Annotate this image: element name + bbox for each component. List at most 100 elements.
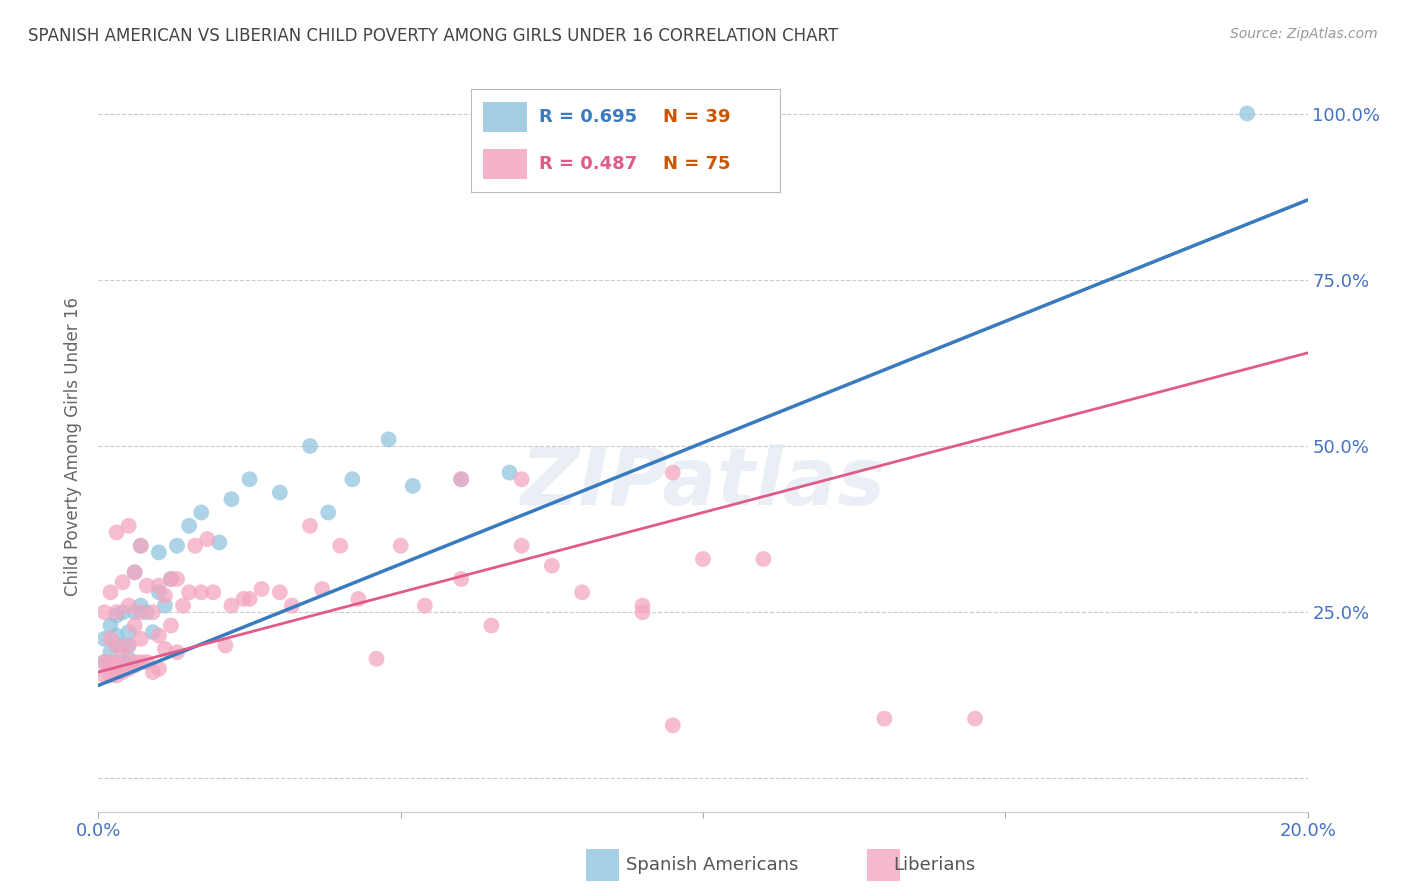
Point <box>450 572 472 586</box>
Text: SPANISH AMERICAN VS LIBERIAN CHILD POVERTY AMONG GIRLS UNDER 16 CORRELATION CHAR: SPANISH AMERICAN VS LIBERIAN CHILD POVER… <box>28 27 838 45</box>
Point <box>239 591 262 606</box>
Point <box>239 472 262 486</box>
Point <box>118 639 141 653</box>
Point <box>662 466 685 480</box>
Point <box>752 552 775 566</box>
Point <box>129 539 152 553</box>
Point <box>299 518 322 533</box>
Text: R = 0.487: R = 0.487 <box>538 155 637 173</box>
Point <box>269 585 291 599</box>
Point <box>100 655 122 669</box>
Point <box>662 718 685 732</box>
Point <box>105 658 128 673</box>
Point <box>510 472 533 486</box>
Point <box>160 618 183 632</box>
Point <box>105 605 128 619</box>
Point <box>190 506 212 520</box>
Text: Liberians: Liberians <box>893 856 974 874</box>
Point <box>172 599 194 613</box>
Point <box>100 668 122 682</box>
Point <box>124 655 146 669</box>
Point <box>510 539 533 553</box>
Point <box>124 658 146 673</box>
FancyBboxPatch shape <box>484 102 527 132</box>
Point <box>105 628 128 642</box>
Point <box>124 618 146 632</box>
Point <box>692 552 714 566</box>
Point <box>153 599 176 613</box>
Point <box>124 566 146 580</box>
Point <box>329 539 352 553</box>
Point <box>142 665 165 679</box>
Point <box>498 466 520 480</box>
Point <box>118 518 141 533</box>
Point <box>142 625 165 640</box>
Point <box>105 668 128 682</box>
Point <box>413 599 436 613</box>
Point <box>873 712 896 726</box>
Point <box>135 605 157 619</box>
Point <box>111 639 134 653</box>
Point <box>540 558 562 573</box>
Point <box>179 585 201 599</box>
Point <box>208 535 231 549</box>
Point <box>129 655 152 669</box>
Point <box>93 668 115 682</box>
Point <box>148 579 170 593</box>
Point <box>342 472 364 486</box>
Point <box>347 591 370 606</box>
Point <box>105 608 128 623</box>
Point <box>129 632 152 646</box>
Point <box>148 545 170 559</box>
Point <box>202 585 225 599</box>
Point <box>118 639 141 653</box>
Point <box>111 665 134 679</box>
Point <box>299 439 322 453</box>
Point <box>195 532 218 546</box>
Point <box>148 662 170 676</box>
Point <box>124 605 146 619</box>
Point <box>100 632 122 646</box>
Point <box>93 655 115 669</box>
Point <box>160 572 183 586</box>
Point <box>316 506 339 520</box>
Point <box>100 618 122 632</box>
Point <box>135 579 157 593</box>
Point <box>111 605 134 619</box>
Point <box>269 485 291 500</box>
Point <box>311 582 333 596</box>
Point <box>153 641 176 656</box>
Point <box>481 618 503 632</box>
Point <box>1236 106 1258 120</box>
Point <box>232 591 254 606</box>
Point <box>221 492 243 507</box>
Point <box>100 585 122 599</box>
Point <box>148 628 170 642</box>
Point <box>250 582 273 596</box>
Point <box>450 472 472 486</box>
Point <box>631 599 654 613</box>
Point <box>389 539 412 553</box>
Point <box>100 645 122 659</box>
Text: Source: ZipAtlas.com: Source: ZipAtlas.com <box>1230 27 1378 41</box>
Point <box>166 539 188 553</box>
Point <box>221 599 243 613</box>
Point <box>93 655 115 669</box>
Point <box>965 712 987 726</box>
Y-axis label: Child Poverty Among Girls Under 16: Child Poverty Among Girls Under 16 <box>65 296 83 596</box>
Point <box>129 605 152 619</box>
Point <box>377 433 399 447</box>
Point <box>179 518 201 533</box>
Point <box>111 648 134 663</box>
Point <box>124 566 146 580</box>
Point <box>148 585 170 599</box>
Point <box>118 662 141 676</box>
Point <box>93 632 115 646</box>
Point <box>93 605 115 619</box>
Text: Spanish Americans: Spanish Americans <box>626 856 799 874</box>
Point <box>135 655 157 669</box>
Point <box>111 575 134 590</box>
Point <box>129 599 152 613</box>
Point <box>402 479 425 493</box>
Point <box>366 652 388 666</box>
